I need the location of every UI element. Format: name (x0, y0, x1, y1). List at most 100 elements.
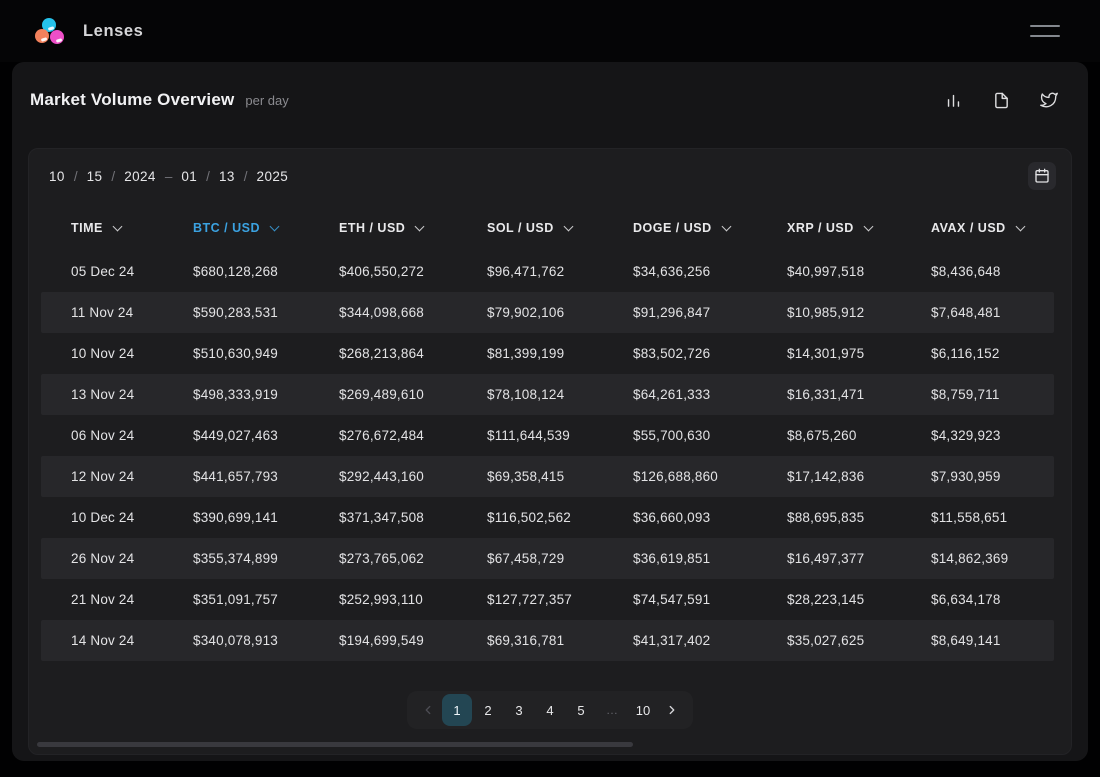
column-header-xrp-usd[interactable]: XRP / USD (787, 221, 931, 235)
horizontal-scrollbar-track (37, 742, 1071, 747)
date-part: 2025 (256, 168, 289, 184)
column-header-time[interactable]: TIME (71, 221, 193, 235)
table-cell: $252,993,110 (339, 592, 423, 607)
column-label: BTC / USD (193, 221, 260, 235)
table-row[interactable]: 11 Nov 24 $590,283,531 $344,098,668 $79,902… (41, 292, 1054, 333)
column-header-sol-usd[interactable]: SOL / USD (487, 221, 633, 235)
pagination-next-button[interactable] (659, 694, 685, 726)
table-cell: $406,550,272 (339, 264, 424, 279)
volume-table: TIME BTC / USD ETH / USD SOL / USD DOGE / US… (29, 205, 1071, 661)
chart-view-button[interactable] (942, 89, 964, 111)
brand-name: Lenses (83, 21, 144, 40)
logo-dot-orange (35, 29, 49, 43)
table-row[interactable]: 13 Nov 24 $498,333,919 $269,489,610 $78,108… (41, 374, 1054, 415)
table-cell: $69,316,781 (487, 633, 565, 648)
table-cell: $449,027,463 (193, 428, 278, 443)
pagination-page-1[interactable]: 1 (442, 694, 472, 726)
table-row[interactable]: 06 Nov 24 $449,027,463 $276,672,484 $111,64… (41, 415, 1054, 456)
table-cell: 26 Nov 24 (71, 551, 135, 566)
table-cell: $74,547,591 (633, 592, 711, 607)
table-cell: $36,660,093 (633, 510, 711, 525)
bar-chart-icon (947, 94, 959, 107)
table-cell: $55,700,630 (633, 428, 711, 443)
pagination-page-3[interactable]: 3 (504, 694, 534, 726)
menu-line (1030, 35, 1060, 37)
table-row[interactable]: 12 Nov 24 $441,657,793 $292,443,160 $69,358… (41, 456, 1054, 497)
date-separator: / (111, 168, 116, 184)
pagination-page-2[interactable]: 2 (473, 694, 503, 726)
table-cell: 05 Dec 24 (71, 264, 135, 279)
table-row[interactable]: 21 Nov 24 $351,091,757 $252,993,110 $127,72… (41, 579, 1054, 620)
chevron-down-icon (269, 221, 280, 231)
table-cell: $276,672,484 (339, 428, 424, 443)
page-subtitle: per day (245, 93, 289, 108)
table-cell: $126,688,860 (633, 469, 718, 484)
table-body: 05 Dec 24 $680,128,268 $406,550,272 $96,471… (29, 251, 1071, 661)
table-cell: $69,358,415 (487, 469, 565, 484)
calendar-icon (1035, 168, 1049, 183)
twitter-share-button[interactable] (1038, 89, 1060, 111)
table-cell: $83,502,726 (633, 346, 711, 361)
table-cell: 12 Nov 24 (71, 469, 135, 484)
table-cell: 06 Nov 24 (71, 428, 135, 443)
horizontal-scrollbar-thumb[interactable] (37, 742, 633, 747)
table-cell: $41,317,402 (633, 633, 711, 648)
title-group: Market Volume Overview per day (30, 90, 289, 110)
main-card: Market Volume Overview per day (12, 62, 1088, 761)
menu-line (1030, 25, 1060, 27)
table-cell: 10 Dec 24 (71, 510, 135, 525)
column-header-avax-usd[interactable]: AVAX / USD (931, 221, 1054, 235)
column-header-eth-usd[interactable]: ETH / USD (339, 221, 487, 235)
table-row[interactable]: 10 Dec 24 $390,699,141 $371,347,508 $116,50… (41, 497, 1054, 538)
column-label: XRP / USD (787, 221, 854, 235)
table-cell: $34,636,256 (633, 264, 711, 279)
date-range[interactable]: 10 / 15 / 2024–01 / 13 / 2025 (49, 169, 288, 184)
export-document-button[interactable] (990, 89, 1012, 111)
chevron-left-icon (425, 705, 431, 715)
calendar-button[interactable] (1028, 162, 1056, 190)
table-row[interactable]: 14 Nov 24 $340,078,913 $194,699,549 $69,316… (41, 620, 1054, 661)
date-separator: / (206, 168, 210, 184)
brand[interactable]: Lenses (30, 12, 143, 50)
table-cell: $6,116,152 (931, 346, 1000, 361)
page-title: Market Volume Overview (30, 90, 235, 109)
table-cell: $4,329,923 (931, 428, 1001, 443)
table-cell: $96,471,762 (487, 264, 565, 279)
logo-dot-pink (50, 30, 64, 44)
table-cell: $441,657,793 (193, 469, 278, 484)
table-cell: $8,436,648 (931, 264, 1001, 279)
pagination-page-4[interactable]: 4 (535, 694, 565, 726)
table-row[interactable]: 05 Dec 24 $680,128,268 $406,550,272 $96,471… (41, 251, 1054, 292)
table-cell: $498,333,919 (193, 387, 278, 402)
table-cell: $17,142,836 (787, 469, 865, 484)
chevron-right-icon (669, 705, 675, 715)
table-cell: $16,331,471 (787, 387, 865, 402)
table-row[interactable]: 26 Nov 24 $355,374,899 $273,765,062 $67,458… (41, 538, 1054, 579)
pagination-page-10[interactable]: 10 (628, 694, 658, 726)
table-cell: $269,489,610 (339, 387, 424, 402)
menu-button[interactable] (1030, 21, 1060, 41)
table-cell: 13 Nov 24 (71, 387, 135, 402)
table-row[interactable]: 10 Nov 24 $510,630,949 $268,213,864 $81,399… (41, 333, 1054, 374)
pagination-prev-button[interactable] (415, 694, 441, 726)
chevron-down-icon (414, 221, 425, 231)
table-cell: $88,695,835 (787, 510, 865, 525)
table-cell: $7,930,959 (931, 469, 1001, 484)
chevron-down-icon (1015, 221, 1026, 231)
chevron-down-icon (863, 221, 874, 231)
table-cell: 10 Nov 24 (71, 346, 135, 361)
pagination-page-5[interactable]: 5 (566, 694, 596, 726)
table-cell: $371,347,508 (339, 510, 424, 525)
table-cell: $273,765,062 (339, 551, 424, 566)
date-part: 13 (218, 168, 235, 184)
table-cell: $510,630,949 (193, 346, 278, 361)
table-cell: $344,098,668 (339, 305, 424, 320)
date-range-dash: – (164, 168, 173, 184)
table-cell: $10,985,912 (787, 305, 865, 320)
table-cell: $14,301,975 (787, 346, 865, 361)
column-header-doge-usd[interactable]: DOGE / USD (633, 221, 787, 235)
column-header-btc-usd[interactable]: BTC / USD (193, 221, 339, 235)
table-cell: $292,443,160 (339, 469, 424, 484)
document-icon (994, 92, 1008, 108)
column-label: AVAX / USD (931, 221, 1006, 235)
